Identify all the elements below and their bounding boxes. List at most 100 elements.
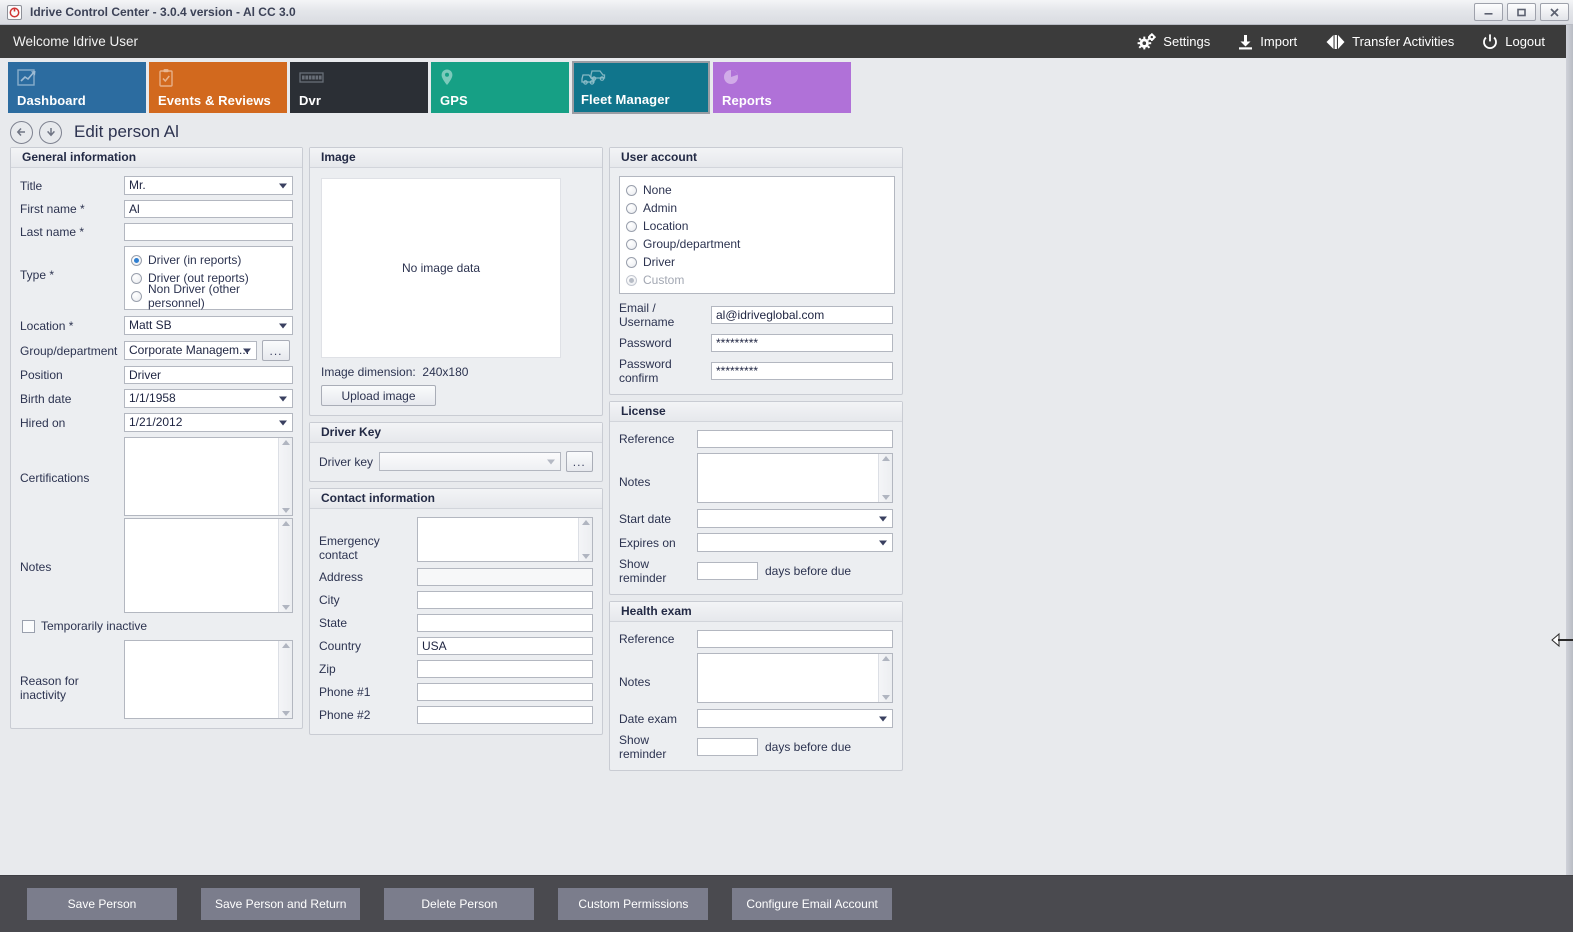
title-select[interactable]: Mr. xyxy=(124,176,293,195)
license-notes-value[interactable] xyxy=(698,454,878,502)
address-input[interactable] xyxy=(417,568,593,586)
driver-key-label: Driver key xyxy=(319,454,374,469)
reason-for-inactivity-textarea[interactable] xyxy=(124,640,293,719)
driver-key-select[interactable] xyxy=(379,452,561,471)
scroll-down-icon[interactable] xyxy=(881,495,890,500)
license-start-date-picker[interactable] xyxy=(697,509,893,528)
country-input[interactable]: USA xyxy=(417,637,593,655)
type-option-driver-in-reports[interactable]: Driver (in reports) xyxy=(131,251,286,269)
state-input[interactable] xyxy=(417,614,593,632)
tab-reports[interactable]: Reports xyxy=(713,62,851,113)
save-person-button[interactable]: Save Person xyxy=(27,888,177,920)
certifications-textarea[interactable] xyxy=(124,437,293,516)
state-label: State xyxy=(319,616,348,630)
tab-dvr[interactable]: Dvr xyxy=(290,62,428,113)
health-date-exam-picker[interactable] xyxy=(697,709,893,728)
tab-dashboard[interactable]: Dashboard xyxy=(8,62,146,113)
scrollbar[interactable] xyxy=(278,519,292,612)
back-button[interactable] xyxy=(10,120,33,144)
role-option-none[interactable]: None xyxy=(626,181,888,199)
delete-person-button[interactable]: Delete Person xyxy=(384,888,535,920)
health-reference-input[interactable] xyxy=(697,630,893,648)
group-department-browse-button[interactable]: ... xyxy=(262,340,290,361)
image-dimension-label: Image dimension: xyxy=(321,365,416,379)
scrollbar[interactable] xyxy=(878,454,892,502)
emergency-contact-textarea[interactable] xyxy=(417,517,593,562)
scroll-up-icon[interactable] xyxy=(881,656,890,661)
custom-permissions-button[interactable]: Custom Permissions xyxy=(558,888,709,920)
hired-on-picker[interactable]: 1/21/2012 xyxy=(124,413,293,432)
scroll-up-icon[interactable] xyxy=(281,521,290,526)
health-notes-textarea[interactable] xyxy=(697,653,893,703)
password-confirm-input[interactable]: ********* xyxy=(711,362,893,380)
map-pin-icon xyxy=(440,68,454,88)
maximize-button[interactable] xyxy=(1507,3,1536,21)
first-name-input[interactable]: Al xyxy=(124,200,293,218)
scroll-down-icon[interactable] xyxy=(281,711,290,716)
tab-events-reviews[interactable]: Events & Reviews xyxy=(149,62,287,113)
import-button[interactable]: Import xyxy=(1224,25,1311,58)
scrollbar[interactable] xyxy=(878,654,892,702)
group-department-select[interactable]: Corporate Managem... xyxy=(124,341,257,360)
role-option-group-department[interactable]: Group/department xyxy=(626,235,888,253)
scroll-up-icon[interactable] xyxy=(881,456,890,461)
birth-date-picker[interactable]: 1/1/1958 xyxy=(124,389,293,408)
image-preview[interactable]: No image data xyxy=(321,178,561,358)
scroll-down-icon[interactable] xyxy=(281,508,290,513)
type-option-non-driver[interactable]: Non Driver (other personnel) xyxy=(131,282,286,310)
chart-line-icon xyxy=(17,68,39,88)
reason-for-inactivity-value[interactable] xyxy=(125,641,278,718)
dvr-icon xyxy=(299,68,325,88)
scroll-down-icon[interactable] xyxy=(281,605,290,610)
location-select[interactable]: Matt SB xyxy=(124,316,293,335)
health-notes-value[interactable] xyxy=(698,654,878,702)
minimize-button[interactable] xyxy=(1474,3,1503,21)
notes-textarea[interactable] xyxy=(124,518,293,613)
zip-input[interactable] xyxy=(417,660,593,678)
scroll-up-icon[interactable] xyxy=(581,520,590,525)
chevron-down-icon xyxy=(243,348,251,353)
type-option-driver-out-reports[interactable]: Driver (out reports) xyxy=(131,269,286,287)
notes-value[interactable] xyxy=(125,519,278,612)
settings-button[interactable]: Settings xyxy=(1123,25,1224,58)
password-input[interactable]: ********* xyxy=(711,334,893,352)
close-button[interactable] xyxy=(1540,3,1569,21)
scroll-up-icon[interactable] xyxy=(281,643,290,648)
role-option-location[interactable]: Location xyxy=(626,217,888,235)
role-option-admin[interactable]: Admin xyxy=(626,199,888,217)
configure-email-account-button[interactable]: Configure Email Account xyxy=(732,888,892,920)
scroll-up-icon[interactable] xyxy=(281,440,290,445)
tab-gps[interactable]: GPS xyxy=(431,62,569,113)
temporarily-inactive-checkbox-row[interactable]: Temporarily inactive xyxy=(22,619,293,633)
scroll-down-icon[interactable] xyxy=(881,695,890,700)
scrollbar[interactable] xyxy=(278,641,292,718)
role-option-driver[interactable]: Driver xyxy=(626,253,888,271)
save-person-and-return-button[interactable]: Save Person and Return xyxy=(201,888,361,920)
license-expires-on-picker[interactable] xyxy=(697,533,893,552)
license-reminder-input[interactable] xyxy=(697,562,758,580)
tab-fleet-manager[interactable]: Fleet Manager xyxy=(572,61,710,114)
last-name-input[interactable] xyxy=(124,223,293,241)
transfer-activities-button[interactable]: Transfer Activities xyxy=(1311,25,1468,58)
city-input[interactable] xyxy=(417,591,593,609)
window-right-edge[interactable] xyxy=(1566,25,1573,932)
logout-button[interactable]: Logout xyxy=(1468,25,1559,58)
email-username-input[interactable]: al@idriveglobal.com xyxy=(711,306,893,324)
certifications-value[interactable] xyxy=(125,438,278,515)
health-reminder-input[interactable] xyxy=(697,738,758,756)
scrollbar[interactable] xyxy=(278,438,292,515)
driver-key-browse-button[interactable]: ... xyxy=(565,451,593,472)
upload-image-button[interactable]: Upload image xyxy=(321,385,436,406)
scrollbar[interactable] xyxy=(578,518,592,561)
scroll-down-icon[interactable] xyxy=(581,554,590,559)
phone2-input[interactable] xyxy=(417,706,593,724)
arrow-down-circle-icon xyxy=(44,125,58,139)
phone1-input[interactable] xyxy=(417,683,593,701)
emergency-contact-value[interactable] xyxy=(418,518,578,561)
scroll-down-button[interactable] xyxy=(39,120,62,144)
license-reference-input[interactable] xyxy=(697,430,893,448)
checkbox-icon[interactable] xyxy=(22,619,35,633)
radio-icon xyxy=(131,254,142,266)
position-input[interactable]: Driver xyxy=(124,366,293,384)
license-notes-textarea[interactable] xyxy=(697,453,893,503)
